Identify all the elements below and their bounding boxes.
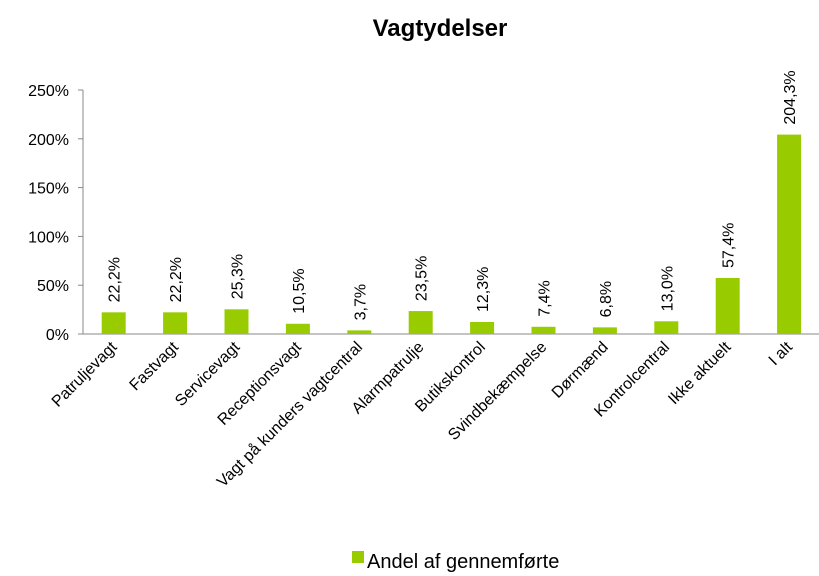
bar bbox=[285, 323, 310, 334]
chart-title: Vagtydelser bbox=[373, 15, 508, 42]
bar bbox=[592, 327, 617, 334]
legend-label: Andel af gennemførte bbox=[367, 551, 559, 573]
bar bbox=[101, 312, 126, 334]
bar bbox=[163, 312, 188, 334]
legend-swatch bbox=[352, 551, 364, 563]
y-tick-label: 200% bbox=[28, 132, 69, 149]
bar bbox=[224, 309, 249, 334]
value-label: 22,2% bbox=[107, 257, 124, 302]
value-label: 13,0% bbox=[659, 266, 676, 311]
bar bbox=[715, 277, 740, 334]
value-label: 7,4% bbox=[537, 280, 554, 316]
bar bbox=[531, 326, 556, 334]
bar bbox=[408, 311, 433, 334]
x-tick-label: Dørmænd bbox=[549, 339, 612, 402]
x-tick-label: Ikke aktuelt bbox=[665, 338, 735, 408]
x-tick-label: I alt bbox=[766, 338, 797, 369]
value-label: 25,3% bbox=[230, 254, 247, 299]
bar bbox=[347, 330, 372, 334]
bar bbox=[777, 134, 802, 334]
y-tick-label: 50% bbox=[37, 278, 69, 295]
y-tick-label: 0% bbox=[46, 327, 69, 344]
y-tick-label: 250% bbox=[28, 83, 69, 100]
x-tick-label: Patruljevagt bbox=[49, 338, 121, 410]
value-label: 204,3% bbox=[782, 70, 799, 124]
value-label: 12,3% bbox=[475, 267, 492, 312]
y-tick-label: 100% bbox=[28, 229, 69, 246]
bar bbox=[470, 321, 495, 334]
value-label: 6,8% bbox=[598, 281, 615, 317]
value-label: 23,5% bbox=[414, 256, 431, 301]
y-tick-label: 150% bbox=[28, 181, 69, 198]
value-label: 10,5% bbox=[291, 268, 308, 313]
value-label: 3,7% bbox=[352, 284, 369, 320]
bar bbox=[654, 321, 679, 334]
value-label: 57,4% bbox=[721, 223, 738, 268]
value-label: 22,2% bbox=[168, 257, 185, 302]
x-tick-label: Fastvagt bbox=[127, 338, 183, 394]
